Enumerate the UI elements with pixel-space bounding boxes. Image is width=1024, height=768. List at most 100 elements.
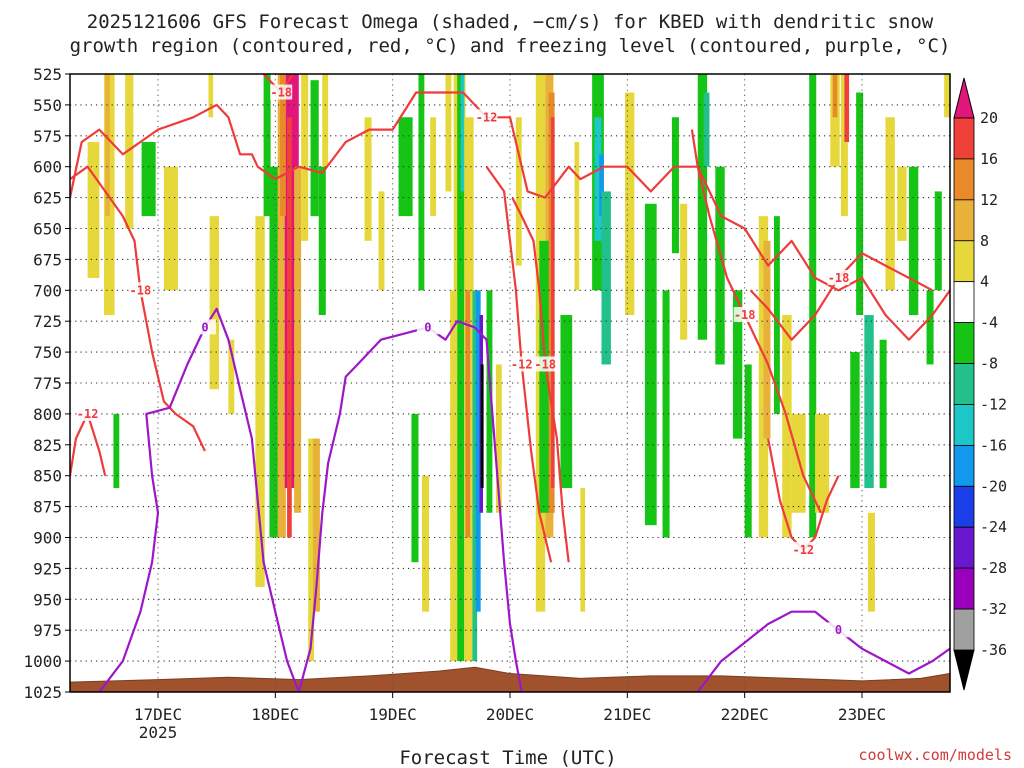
dgz-contour-label-bg xyxy=(76,405,99,421)
omega-cell xyxy=(926,290,934,365)
omega-cell xyxy=(864,315,874,489)
dgz-contour-label: -12 xyxy=(77,407,99,421)
dgz-contour-line xyxy=(70,412,107,476)
y-tick-label: 675 xyxy=(33,250,62,269)
omega-cell xyxy=(774,216,780,414)
colorbar-label: -32 xyxy=(980,600,1007,618)
dgz-contour-label: -12 xyxy=(792,543,814,557)
x-tick-sublabel: 2025 xyxy=(139,723,178,742)
colorbar-swatch xyxy=(953,281,975,324)
colorbar-swatch xyxy=(953,199,975,242)
omega-cell xyxy=(277,74,286,538)
dgz-contour-label-bg xyxy=(129,282,152,298)
dgz-contour-label-bg xyxy=(733,307,756,323)
y-tick-label: 800 xyxy=(33,405,62,424)
omega-cell xyxy=(457,74,465,662)
x-tick-label: 18DEC xyxy=(251,705,299,724)
omega-cell xyxy=(125,74,134,229)
x-tick-label: 19DEC xyxy=(369,705,417,724)
omega-cell xyxy=(209,216,220,390)
x-tick-label: 22DEC xyxy=(721,705,769,724)
y-tick-label: 575 xyxy=(33,127,62,146)
colorbar-label: 12 xyxy=(980,191,998,209)
y-tick-label: 700 xyxy=(33,281,62,300)
y-tick-label: 600 xyxy=(33,158,62,177)
omega-cell xyxy=(475,290,481,612)
y-tick-label: 875 xyxy=(33,498,62,517)
omega-cell xyxy=(680,203,688,340)
x-tick-label: 23DEC xyxy=(838,705,886,724)
terrain-profile xyxy=(69,666,951,693)
y-tick-label: 775 xyxy=(33,374,62,393)
omega-cell xyxy=(422,475,430,612)
colorbar-label: -20 xyxy=(980,477,1007,495)
colorbar-swatch xyxy=(953,485,975,528)
colorbar-swatch xyxy=(953,322,975,364)
omega-cell xyxy=(486,290,493,513)
omega-cell xyxy=(430,117,437,217)
omega-cell xyxy=(594,117,602,241)
omega-cell xyxy=(715,166,725,365)
colorbar-swatch xyxy=(953,608,975,651)
dgz-contour-label: -18 xyxy=(534,357,556,371)
omega-cell xyxy=(539,240,549,513)
omega-cell xyxy=(844,74,850,142)
y-axis-ticks: 525 550 575 600 625 650 675 700 725 750 775 800 825 8… xyxy=(23,65,70,702)
omega-cell xyxy=(472,290,478,662)
omega-cell xyxy=(560,315,573,489)
omega-shading xyxy=(87,74,950,662)
omega-cell xyxy=(378,191,385,291)
omega-cell xyxy=(287,117,292,538)
y-tick-label: 850 xyxy=(33,467,62,486)
omega-cell xyxy=(758,216,769,538)
omega-cell xyxy=(208,74,214,118)
omega-cell xyxy=(308,438,315,662)
dgz-contour-label-bg xyxy=(792,541,815,557)
omega-cell xyxy=(897,166,907,241)
omega-cell xyxy=(763,240,771,439)
colorbar-label: 20 xyxy=(980,109,998,127)
y-tick-label: 525 xyxy=(33,65,62,84)
colorbar-swatch xyxy=(953,363,975,405)
dgz-contour-label: -18 xyxy=(828,271,850,285)
colorbar-label: -36 xyxy=(980,641,1007,659)
colorbar-label: -16 xyxy=(980,436,1007,454)
omega-cell xyxy=(815,413,830,513)
omega-cell xyxy=(312,438,320,612)
colorbar-label: 8 xyxy=(980,232,989,250)
freezing-contour-label-bg xyxy=(193,319,216,335)
x-axis-label: Forecast Time (UTC) xyxy=(399,747,616,768)
omega-cell xyxy=(294,166,302,513)
dgz-contour-label-bg xyxy=(270,84,293,100)
omega-cell xyxy=(301,74,309,241)
dgz-contour-label: -12 xyxy=(511,357,533,371)
y-tick-label: 1025 xyxy=(23,683,62,702)
dgz-contour-label-bg xyxy=(475,109,498,125)
y-tick-label: 925 xyxy=(33,559,62,578)
dgz-contour-label: -12 xyxy=(476,110,498,124)
omega-cell xyxy=(856,92,864,316)
omega-cell xyxy=(832,74,838,118)
omega-cell xyxy=(809,74,817,538)
colorbar-label: 4 xyxy=(980,273,989,291)
omega-cell xyxy=(322,74,329,167)
omega-cell xyxy=(263,74,271,217)
dgz-contour-label: -18 xyxy=(734,308,756,322)
dgz-contour-label-bg xyxy=(534,356,557,372)
omega-cell xyxy=(601,191,611,365)
y-tick-label: 550 xyxy=(33,96,62,115)
omega-cell xyxy=(418,74,425,291)
colorbar-swatch xyxy=(953,240,975,283)
colorbar-label: 16 xyxy=(980,150,998,168)
omega-cell xyxy=(850,352,860,489)
freezing-contour-label-bg xyxy=(827,622,850,638)
omega-cell xyxy=(599,154,604,217)
omega-cell xyxy=(782,315,792,538)
omega-cell xyxy=(671,117,679,254)
freezing-contour-label: 0 xyxy=(424,320,431,334)
x-tick-label: 21DEC xyxy=(603,705,651,724)
omega-cell xyxy=(495,364,502,513)
colorbar-swatch xyxy=(953,567,975,610)
